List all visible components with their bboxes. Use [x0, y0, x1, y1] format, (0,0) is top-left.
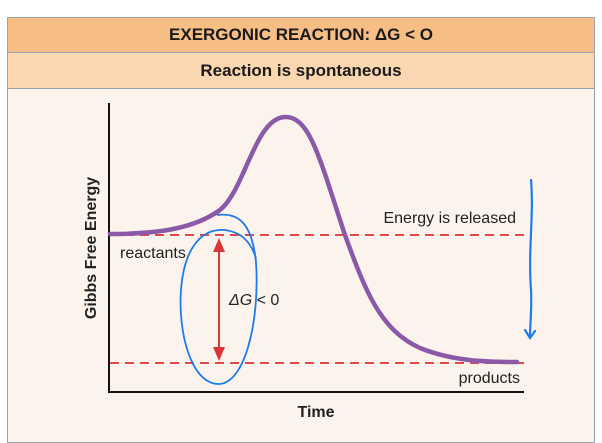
products-label: products — [459, 370, 520, 387]
delta-g-symbol: ΔG — [228, 292, 252, 309]
diagram-frame: EXERGONIC REACTION: ΔG < O Reaction is s… — [7, 17, 595, 443]
arrow-head-down-icon — [213, 347, 225, 361]
handdrawn-down-arrow — [523, 178, 537, 340]
reactants-label: reactants — [120, 245, 186, 262]
subtitle-band: Reaction is spontaneous — [8, 53, 594, 89]
energy-curve — [107, 114, 520, 365]
y-axis-label: Gibbs Free Energy — [83, 177, 100, 319]
handdrawn-ellipse — [179, 213, 258, 385]
delta-g-label: ΔG < 0 — [228, 292, 279, 309]
energy-released-label: Energy is released — [383, 210, 516, 227]
title-band: EXERGONIC REACTION: ΔG < O — [8, 18, 594, 53]
delta-g-inequality: < 0 — [252, 292, 279, 309]
x-axis-label: Time — [297, 404, 334, 421]
arrow-head-up-icon — [213, 238, 225, 252]
